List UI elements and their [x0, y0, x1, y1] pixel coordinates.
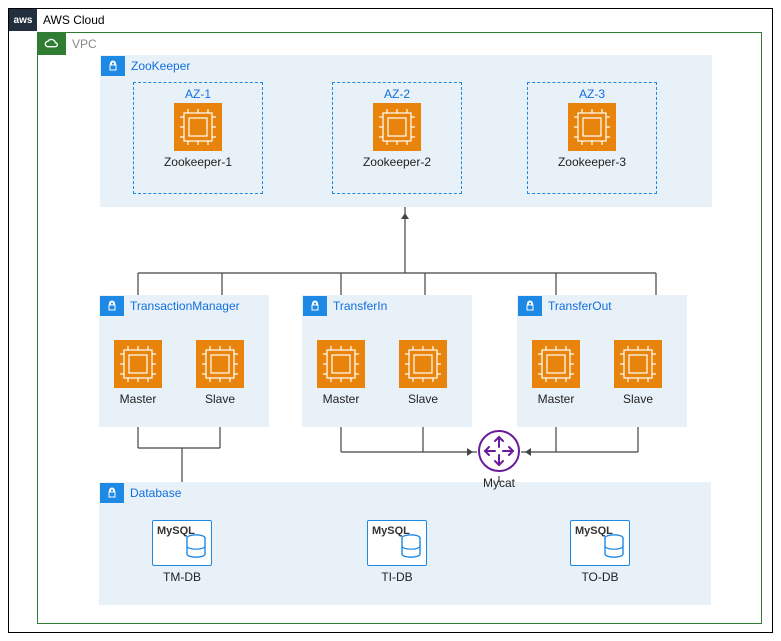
ec2-icon	[114, 340, 162, 388]
lock-icon	[100, 296, 124, 316]
group-title-zookeeper: ZooKeeper	[125, 59, 196, 73]
node-tin_master: Master	[317, 340, 365, 406]
lock-icon	[518, 296, 542, 316]
vpc-badge-icon	[38, 33, 66, 55]
group-label-tm: TransactionManager	[100, 296, 246, 316]
az-title-az2: AZ-2	[384, 83, 410, 103]
az-node-label-az3: Zookeeper-3	[558, 155, 626, 169]
ec2-icon	[174, 103, 222, 151]
node-tout_master: Master	[532, 340, 580, 406]
db-node-tmdb: MySQL TM-DB	[152, 520, 212, 584]
node-label-tin_slave: Slave	[408, 392, 438, 406]
lock-icon	[101, 56, 125, 76]
group-label-db: Database	[100, 483, 187, 503]
az-node-label-az1: Zookeeper-1	[164, 155, 232, 169]
node-label-tm_master: Master	[120, 392, 157, 406]
node-label-tm_slave: Slave	[205, 392, 235, 406]
group-title-tm: TransactionManager	[124, 299, 246, 313]
node-tout_slave: Slave	[614, 340, 662, 406]
mysql-box-tidb: MySQL	[367, 520, 427, 566]
mysql-box-tmdb: MySQL	[152, 520, 212, 566]
ec2-icon	[568, 103, 616, 151]
aws-badge-icon: aws	[9, 9, 37, 31]
ec2-icon	[399, 340, 447, 388]
ec2-icon	[373, 103, 421, 151]
diagram-canvas: aws AWS Cloud VPC ZooKeeper TransactionMa…	[0, 0, 781, 641]
node-label-tout_slave: Slave	[623, 392, 653, 406]
group-label-tout: TransferOut	[518, 296, 618, 316]
db-label-todb: TO-DB	[581, 570, 618, 584]
ec2-icon	[196, 340, 244, 388]
az-box-az1: AZ-1 Zookeeper-1	[133, 82, 263, 194]
db-cyl-icon	[400, 534, 422, 563]
group-title-tout: TransferOut	[542, 299, 618, 313]
ec2-icon	[614, 340, 662, 388]
mycat-icon	[478, 430, 520, 472]
db-cyl-icon	[603, 534, 625, 563]
group-label-tin: TransferIn	[303, 296, 393, 316]
vpc-title: VPC	[66, 37, 103, 51]
lock-icon	[100, 483, 124, 503]
mycat-label: Mycat	[483, 476, 515, 490]
aws-cloud-title: AWS Cloud	[37, 13, 111, 27]
mycat-node: Mycat	[478, 430, 520, 490]
node-label-tout_master: Master	[538, 392, 575, 406]
lock-icon	[303, 296, 327, 316]
aws-badge-text: aws	[14, 15, 33, 26]
group-title-tin: TransferIn	[327, 299, 393, 313]
az-box-az2: AZ-2 Zookeeper-2	[332, 82, 462, 194]
node-tm_master: Master	[114, 340, 162, 406]
node-tm_slave: Slave	[196, 340, 244, 406]
ec2-icon	[317, 340, 365, 388]
db-node-todb: MySQL TO-DB	[570, 520, 630, 584]
node-tin_slave: Slave	[399, 340, 447, 406]
db-node-tidb: MySQL TI-DB	[367, 520, 427, 584]
az-box-az3: AZ-3 Zookeeper-3	[527, 82, 657, 194]
db-label-tidb: TI-DB	[381, 570, 412, 584]
az-title-az3: AZ-3	[579, 83, 605, 103]
group-title-db: Database	[124, 486, 187, 500]
db-label-tmdb: TM-DB	[163, 570, 201, 584]
node-label-tin_master: Master	[323, 392, 360, 406]
group-label-zookeeper: ZooKeeper	[101, 56, 196, 76]
vpc-label: VPC	[38, 33, 103, 55]
ec2-icon	[532, 340, 580, 388]
az-title-az1: AZ-1	[185, 83, 211, 103]
mysql-box-todb: MySQL	[570, 520, 630, 566]
az-node-label-az2: Zookeeper-2	[363, 155, 431, 169]
db-cyl-icon	[185, 534, 207, 563]
aws-cloud-label: aws AWS Cloud	[9, 9, 111, 31]
